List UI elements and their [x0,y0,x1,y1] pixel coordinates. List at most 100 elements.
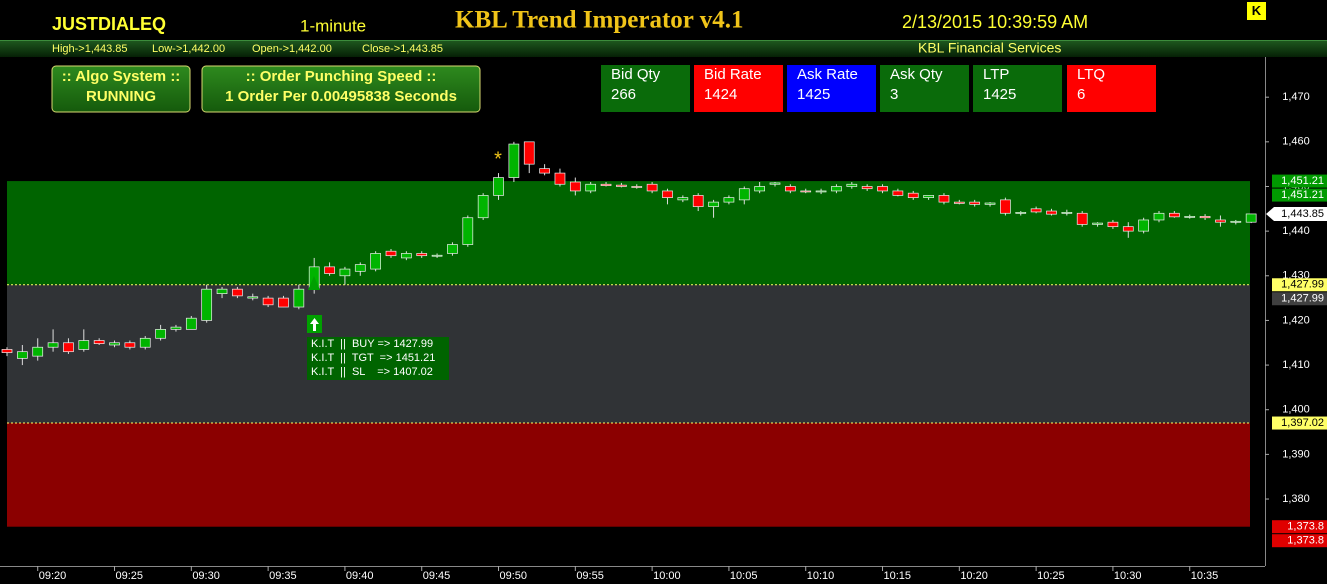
quote-label: LTQ [1077,66,1105,83]
candle-body [278,297,289,308]
candle-body [861,186,873,190]
candle-body [201,288,213,321]
annotation-line: K.I.T || SL => 1407.02 [311,366,433,378]
company: KBL Financial Services [918,40,1061,56]
level-marker [1272,188,1327,202]
quote-value: 6 [1077,86,1085,103]
y-tick-label: 1,470 [1282,91,1310,103]
candle-body [1015,212,1027,214]
candle-body [93,340,105,344]
candle-body [1245,213,1257,223]
candle-body [969,201,981,205]
candle-body [1046,210,1057,215]
zone [7,181,1250,285]
candle-body [47,342,59,348]
candle-body [646,183,658,192]
candle-body [569,181,581,192]
status-box [51,65,191,113]
candle-body [155,329,166,339]
status-box [201,65,481,113]
x-tick-label: 10:35 [1191,570,1219,582]
candle-body [662,190,673,198]
candle-body [124,342,136,348]
candle-body [616,184,627,187]
level-marker-label: 1,451.21 [1281,175,1324,187]
candle-body [32,346,44,357]
quote-cell [880,65,969,112]
x-tick-label: 10:25 [1037,570,1065,582]
candle-body [907,192,919,198]
candle-body [401,253,412,259]
y-tick-label: 1,420 [1282,314,1310,326]
candle-body [846,183,858,187]
candle-body [385,250,397,257]
quote-label: Bid Rate [704,66,762,83]
x-tick-label: 09:30 [192,570,220,582]
candle-body [232,288,243,297]
quote-value: 266 [611,86,636,103]
level-marker [1272,416,1327,430]
quote-panel: Bid Qty 266 Bid Rate 1424 Ask Rate 1425 Ask Qt… [601,65,1156,112]
level-marker [1272,520,1327,534]
annotation-line: K.I.T || BUY => 1427.99 [311,338,433,350]
candle-body [1,349,13,353]
candle-body [462,217,474,245]
status-title: :: Algo System :: [62,68,181,85]
candle-body [723,197,735,203]
quote-label: Bid Qty [611,66,661,83]
quote-label: Ask Qty [890,66,943,83]
candle-body [1215,219,1226,223]
y-tick-label: 1,460 [1282,136,1310,148]
candle-body [447,244,458,254]
level-marker [1272,534,1327,548]
quote-value: 3 [890,86,898,103]
candle-body [247,296,259,299]
candle-body [738,188,750,201]
y-tick-label: 1,380 [1282,493,1310,505]
status-title: :: Order Punching Speed :: [246,68,437,85]
x-tick-label: 10:15 [884,570,912,582]
candle-body [1092,222,1103,225]
candle-body [754,186,765,192]
symbol: JUSTDIALEQ [52,14,166,34]
x-tick-label: 10:30 [1114,570,1142,582]
quote-cell [601,65,690,112]
candle-body [1199,216,1211,219]
buy-signal [308,276,320,290]
candle-body [339,268,351,277]
candle-body [170,326,182,330]
level-marker [1272,278,1327,292]
x-tick-label: 09:25 [116,570,144,582]
candle-body [185,317,197,330]
candle-body [416,253,428,257]
zone [7,284,1250,424]
badge-text[interactable]: K [1252,3,1262,18]
candle-body [1138,219,1149,232]
quote-cell [1067,65,1156,112]
candle-body [354,264,366,272]
candle-body [923,195,934,198]
candle-body [262,297,274,306]
y-tick-label: 1,390 [1282,448,1310,460]
badge[interactable] [1247,2,1266,20]
zone [7,423,1250,527]
level-marker [1272,174,1327,188]
quote-value: 1425 [797,86,830,103]
candle-body [1153,212,1165,221]
annotation-box [307,337,449,380]
candle-body [493,177,504,196]
candle-body [554,172,566,185]
candle-body [139,337,151,348]
x-tick-label: 09:45 [423,570,451,582]
candle-body [78,340,90,350]
candle-body [17,351,28,359]
candle-body [692,195,704,207]
stat: High->1,443.85 [52,43,128,55]
datetime: 2/13/2015 10:39:59 AM [902,12,1088,32]
candle-body [984,202,996,205]
candle-body [1000,199,1011,214]
x-tick-label: 09:50 [500,570,528,582]
last-price-label: 1,443.85 [1281,208,1324,220]
x-tick-label: 10:05 [730,570,758,582]
